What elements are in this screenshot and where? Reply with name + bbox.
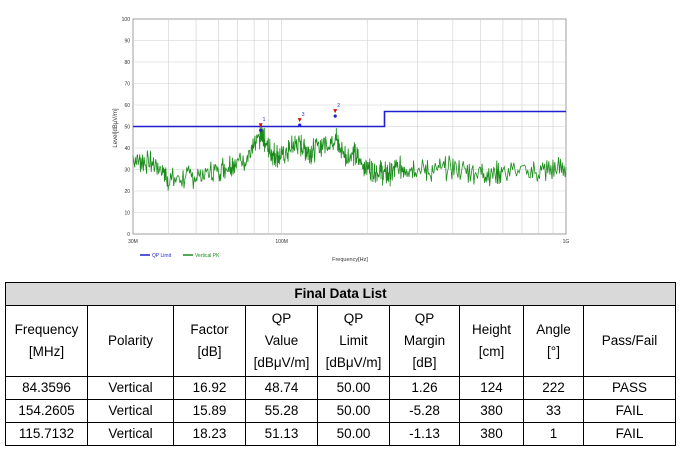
y-tick-label: 20 xyxy=(124,189,130,195)
table-row: 115.7132 Vertical 18.23 51.13 50.00 -1.13 380 1… xyxy=(5,422,677,446)
table-cell: 380 xyxy=(459,422,524,446)
emission-chart: 0 10 20 30 40 50 60 70 80 90 100 30M 100M 1G Level[dB… xyxy=(113,17,570,263)
qp-marker-dot xyxy=(259,128,263,132)
y-tick-label: 60 xyxy=(124,103,130,109)
legend-label-vertical-pk: Vertical PK xyxy=(195,253,220,259)
y-tick-label: 10 xyxy=(124,211,130,217)
header-text: Limit xyxy=(339,333,368,348)
header-text: Angle xyxy=(536,322,571,337)
x-tick-label: 30M xyxy=(128,239,138,245)
table-cell: 124 xyxy=(459,376,524,400)
table-cell: 15.89 xyxy=(173,399,246,423)
table-cell: 48.74 xyxy=(245,376,318,400)
header-text: [dBμV/m] xyxy=(253,355,310,370)
header-text: QP xyxy=(414,311,435,326)
chart-legend: QP Limit Vertical PK xyxy=(140,253,220,259)
table-cell: 50.00 xyxy=(317,422,390,446)
qp-marker-label: 1 xyxy=(263,117,266,123)
table-cell: -5.28 xyxy=(389,399,460,423)
table-cell: PASS xyxy=(582,376,677,400)
table-cell: -1.13 xyxy=(389,422,460,446)
y-tick-label: 30 xyxy=(124,168,130,174)
y-tick-label: 80 xyxy=(124,60,130,66)
qp-marker-triangle xyxy=(258,123,263,128)
y-tick-label: 90 xyxy=(124,39,130,45)
table-column-header: Height [cm] xyxy=(459,305,524,377)
header-text: QP xyxy=(343,311,364,326)
chart-ticks: 0 10 20 30 40 50 60 70 80 90 100 30M 100M 1G xyxy=(122,17,570,245)
qp-marker-label: 3 xyxy=(302,112,305,118)
table-cell: 1 xyxy=(523,422,584,446)
final-data-table: Final Data List Frequency [MHz] Polarity Fa… xyxy=(4,282,677,446)
header-text: Value xyxy=(264,333,299,348)
table-cell: 18.23 xyxy=(173,422,246,446)
table-cell: 84.3596 xyxy=(5,376,88,400)
y-tick-label: 100 xyxy=(122,17,131,23)
table-cell: 16.92 xyxy=(173,376,246,400)
table-header-row: Frequency [MHz] Polarity Factor [dB] QP Value [… xyxy=(5,305,677,377)
table-column-header: Pass/Fail xyxy=(582,305,677,377)
header-text: Polarity xyxy=(107,333,153,348)
header-text: [°] xyxy=(547,344,560,359)
table-cell: 222 xyxy=(523,376,584,400)
y-tick-label: 40 xyxy=(124,146,130,152)
table-column-header: QP Limit [dBμV/m] xyxy=(317,305,390,377)
table-cell: 50.00 xyxy=(317,376,390,400)
table-cell: 115.7132 xyxy=(5,422,88,446)
table-row: 84.3596 Vertical 16.92 48.74 50.00 1.26 124 222… xyxy=(5,376,677,400)
header-text: Height xyxy=(471,322,512,337)
header-text: Frequency xyxy=(14,322,79,337)
qp-marker-triangle xyxy=(297,118,302,123)
table-column-header: Angle [°] xyxy=(523,305,584,377)
table-cell: 154.2605 xyxy=(5,399,88,423)
series-qp-limit xyxy=(133,110,566,128)
header-text: Margin xyxy=(403,333,446,348)
y-tick-label: 0 xyxy=(127,232,130,238)
chart-markers: 1 3 2 xyxy=(258,103,340,132)
table-cell: 33 xyxy=(523,399,584,423)
table-column-header: QP Margin [dB] xyxy=(389,305,460,377)
header-text: Factor xyxy=(190,322,229,337)
chart-series xyxy=(132,110,567,191)
qp-marker-dot xyxy=(298,123,302,127)
table-title: Final Data List xyxy=(4,282,677,306)
table-row: 154.2605 Vertical 15.89 55.28 50.00 -5.28 380 3… xyxy=(5,399,677,423)
table-cell: FAIL xyxy=(582,422,677,446)
legend-label-qp-limit: QP Limit xyxy=(152,253,172,259)
table-column-header: Polarity xyxy=(87,305,174,377)
qp-marker-label: 2 xyxy=(337,103,340,109)
header-text: [cm] xyxy=(478,344,505,359)
header-text: [dBμV/m] xyxy=(325,355,382,370)
qp-marker-dot xyxy=(333,114,337,118)
x-tick-label: 1G xyxy=(563,239,570,245)
x-axis-label: Frequency[Hz] xyxy=(332,257,368,263)
table-cell: Vertical xyxy=(87,422,174,446)
table-cell: FAIL xyxy=(582,399,677,423)
table-column-header: QP Value [dBμV/m] xyxy=(245,305,318,377)
y-tick-label: 70 xyxy=(124,82,130,88)
header-text: [MHz] xyxy=(28,344,65,359)
header-text: QP xyxy=(271,311,292,326)
header-text: Pass/Fail xyxy=(601,333,658,348)
qp-marker-triangle xyxy=(333,109,338,114)
table-cell: Vertical xyxy=(87,376,174,400)
table-cell: 380 xyxy=(459,399,524,423)
header-text: [dB] xyxy=(412,355,437,370)
table-cell: Vertical xyxy=(87,399,174,423)
header-text: [dB] xyxy=(197,344,222,359)
table-cell: 51.13 xyxy=(245,422,318,446)
table-column-header: Frequency [MHz] xyxy=(5,305,88,377)
table-cell: 1.26 xyxy=(389,376,460,400)
y-tick-label: 50 xyxy=(124,125,130,131)
table-cell: 50.00 xyxy=(317,399,390,423)
table-column-header: Factor [dB] xyxy=(173,305,246,377)
series-vertical-pk xyxy=(132,124,567,191)
y-axis-label: Level[dBµV/m] xyxy=(113,108,119,147)
table-cell: 55.28 xyxy=(245,399,318,423)
x-tick-label: 100M xyxy=(275,239,288,245)
